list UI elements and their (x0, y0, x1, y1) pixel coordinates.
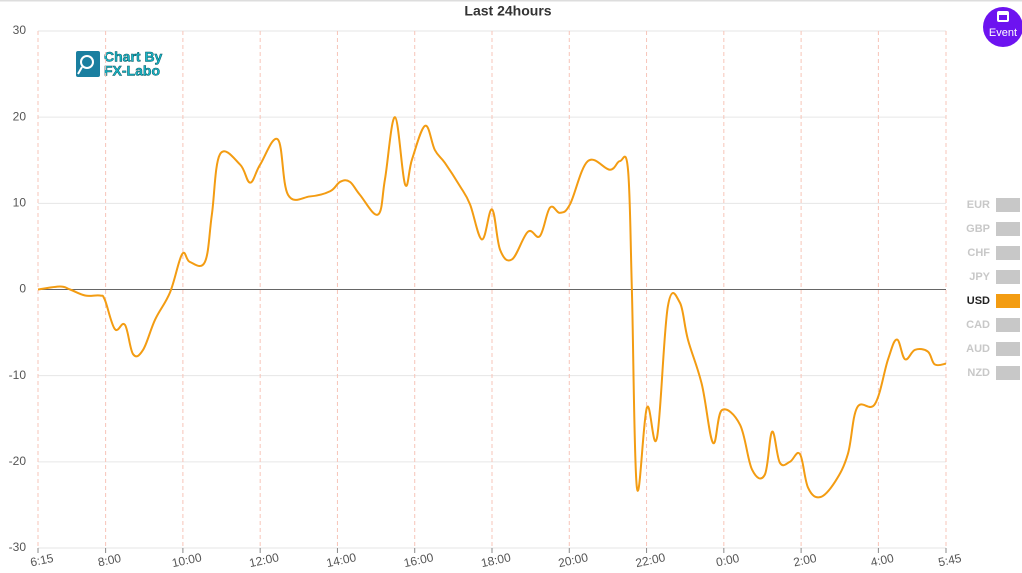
chart-title: Last 24hours (464, 3, 551, 19)
legend-label[interactable]: CHF (967, 247, 990, 259)
line-series (37, 116, 947, 499)
x-tick-label: 22:00 (634, 550, 667, 570)
x-tick-label: 18:00 (480, 550, 513, 570)
legend-label[interactable]: EUR (967, 199, 990, 211)
legend-label[interactable]: CAD (966, 319, 990, 331)
legend-label[interactable]: NZD (967, 367, 990, 379)
logo-handle (77, 66, 83, 75)
y-tick-label: -20 (9, 454, 27, 468)
legend-swatch[interactable] (996, 342, 1020, 356)
legend-label[interactable]: GBP (966, 223, 990, 235)
x-tick-label: 10:00 (171, 550, 204, 570)
event-button[interactable]: Event (983, 7, 1022, 47)
y-tick-label: -10 (9, 368, 27, 382)
x-tick-label: 2:00 (792, 551, 818, 570)
legend-label[interactable]: JPY (969, 271, 990, 283)
legend-swatch[interactable] (996, 270, 1020, 284)
legend-swatch[interactable] (996, 246, 1020, 260)
logo-text: FX-Labo (104, 63, 160, 79)
event-button-bg[interactable] (983, 7, 1022, 47)
x-tick-label: 16:00 (402, 550, 435, 570)
x-tick-label: 20:00 (557, 550, 590, 570)
legend-swatch[interactable] (996, 222, 1020, 236)
y-tick-label: 20 (13, 109, 27, 123)
x-tick-label: 4:00 (869, 551, 895, 570)
y-tick-label: -30 (9, 540, 27, 554)
x-tick-label: 0:00 (715, 551, 741, 570)
legend-label[interactable]: USD (967, 295, 990, 307)
x-tick-label: 14:00 (325, 550, 358, 570)
x-tick-label: 12:00 (248, 550, 281, 570)
event-icon-inner (999, 15, 1007, 20)
y-tick-label: 30 (13, 23, 27, 37)
legend-label[interactable]: AUD (966, 343, 990, 355)
legend-swatch[interactable] (996, 318, 1020, 332)
event-label[interactable]: Event (989, 27, 1017, 39)
x-tick-label: 6:15 (29, 551, 55, 570)
legend-swatch[interactable] (996, 366, 1020, 380)
y-tick-label: 0 (19, 282, 26, 296)
legend-swatch[interactable] (996, 294, 1020, 308)
y-tick-label: 10 (13, 196, 27, 210)
logo-text: Chart By (104, 49, 163, 65)
x-tick-label: 5:45 (937, 551, 963, 570)
logo-lens (80, 55, 94, 69)
x-tick-label: 8:00 (97, 551, 123, 570)
logo: Chart By FX-Labo (76, 48, 163, 79)
legend-swatch[interactable] (996, 198, 1020, 212)
